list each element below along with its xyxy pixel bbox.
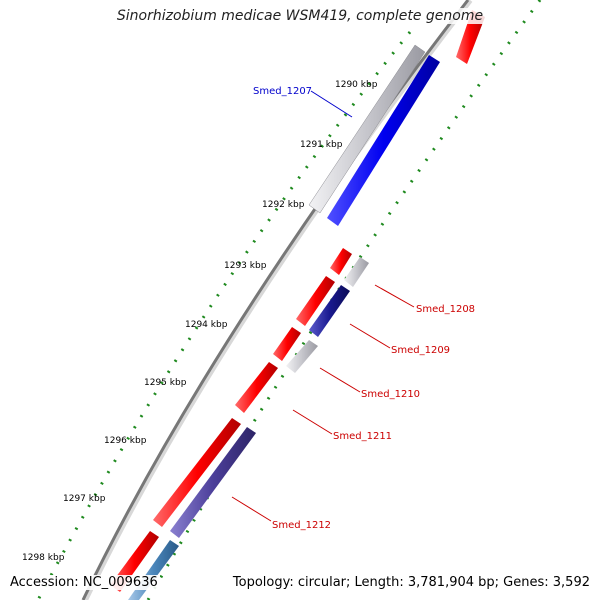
gene-forward-red-1[interactable] (330, 248, 352, 275)
gene-label-smed-1209[interactable]: Smed_1209 (391, 345, 450, 356)
gene-smed-1212[interactable] (170, 427, 256, 538)
leader-smed-1210 (319, 367, 361, 393)
gene-labels: Smed_1207 Smed_1208 Smed_1209 Smed_1210 … (253, 86, 475, 531)
gene-leaders (231, 90, 415, 522)
gene-forward-red-4[interactable] (235, 362, 278, 413)
gene-steel-blue[interactable] (128, 540, 179, 600)
leader-smed-1211 (292, 409, 333, 435)
tick-label: 1295 kbp (144, 378, 187, 388)
tick-label: 1298 kbp (22, 553, 65, 563)
tick-label: 1293 kbp (224, 261, 267, 271)
leader-smed-1209 (349, 323, 391, 349)
leader-smed-1212 (231, 496, 272, 522)
gene-smed-1208[interactable] (344, 257, 369, 287)
reverse-strand (128, 10, 485, 600)
gene-forward-red-5[interactable] (153, 418, 241, 527)
leader-smed-1208 (374, 284, 415, 308)
gene-smed-1209[interactable] (309, 285, 350, 337)
tick-label: 1297 kbp (63, 494, 106, 504)
gene-label-smed-1207[interactable]: Smed_1207 (253, 86, 312, 97)
leader-smed-1207 (310, 90, 353, 118)
topology-text: Topology: circular; Length: 3,781,904 bp… (230, 575, 592, 590)
tick-label: 1291 kbp (300, 140, 343, 150)
tick-label: 1292 kbp (262, 200, 305, 210)
map-title: Sinorhizobium medicae WSM419, complete g… (0, 8, 600, 24)
gene-forward-red-2[interactable] (296, 276, 335, 326)
gene-forward-red-3[interactable] (273, 327, 301, 361)
right-tick-track (146, 0, 542, 601)
gene-label-smed-1211[interactable]: Smed_1211 (333, 431, 392, 442)
gene-smed-1207[interactable] (327, 55, 440, 226)
gene-smed-1210[interactable] (286, 340, 318, 373)
backbone-shadow (82, 0, 473, 602)
tick-label: 1296 kbp (104, 436, 147, 446)
gene-label-smed-1208[interactable]: Smed_1208 (416, 304, 475, 315)
left-tick-track (36, 31, 412, 601)
gene-label-smed-1210[interactable]: Smed_1210 (361, 389, 420, 400)
tick-label: 1294 kbp (185, 320, 228, 330)
tick-labels: 1290 kbp 1291 kbp 1292 kbp 1293 kbp 1294… (22, 80, 378, 563)
tick-label: 1290 kbp (335, 80, 378, 90)
gene-label-smed-1212[interactable]: Smed_1212 (272, 520, 331, 531)
map-title-text: Sinorhizobium medicae WSM419, complete g… (113, 8, 487, 24)
gene-forward-gray[interactable] (308, 44, 426, 214)
accession-text: Accession: NC_009636 (8, 575, 160, 590)
